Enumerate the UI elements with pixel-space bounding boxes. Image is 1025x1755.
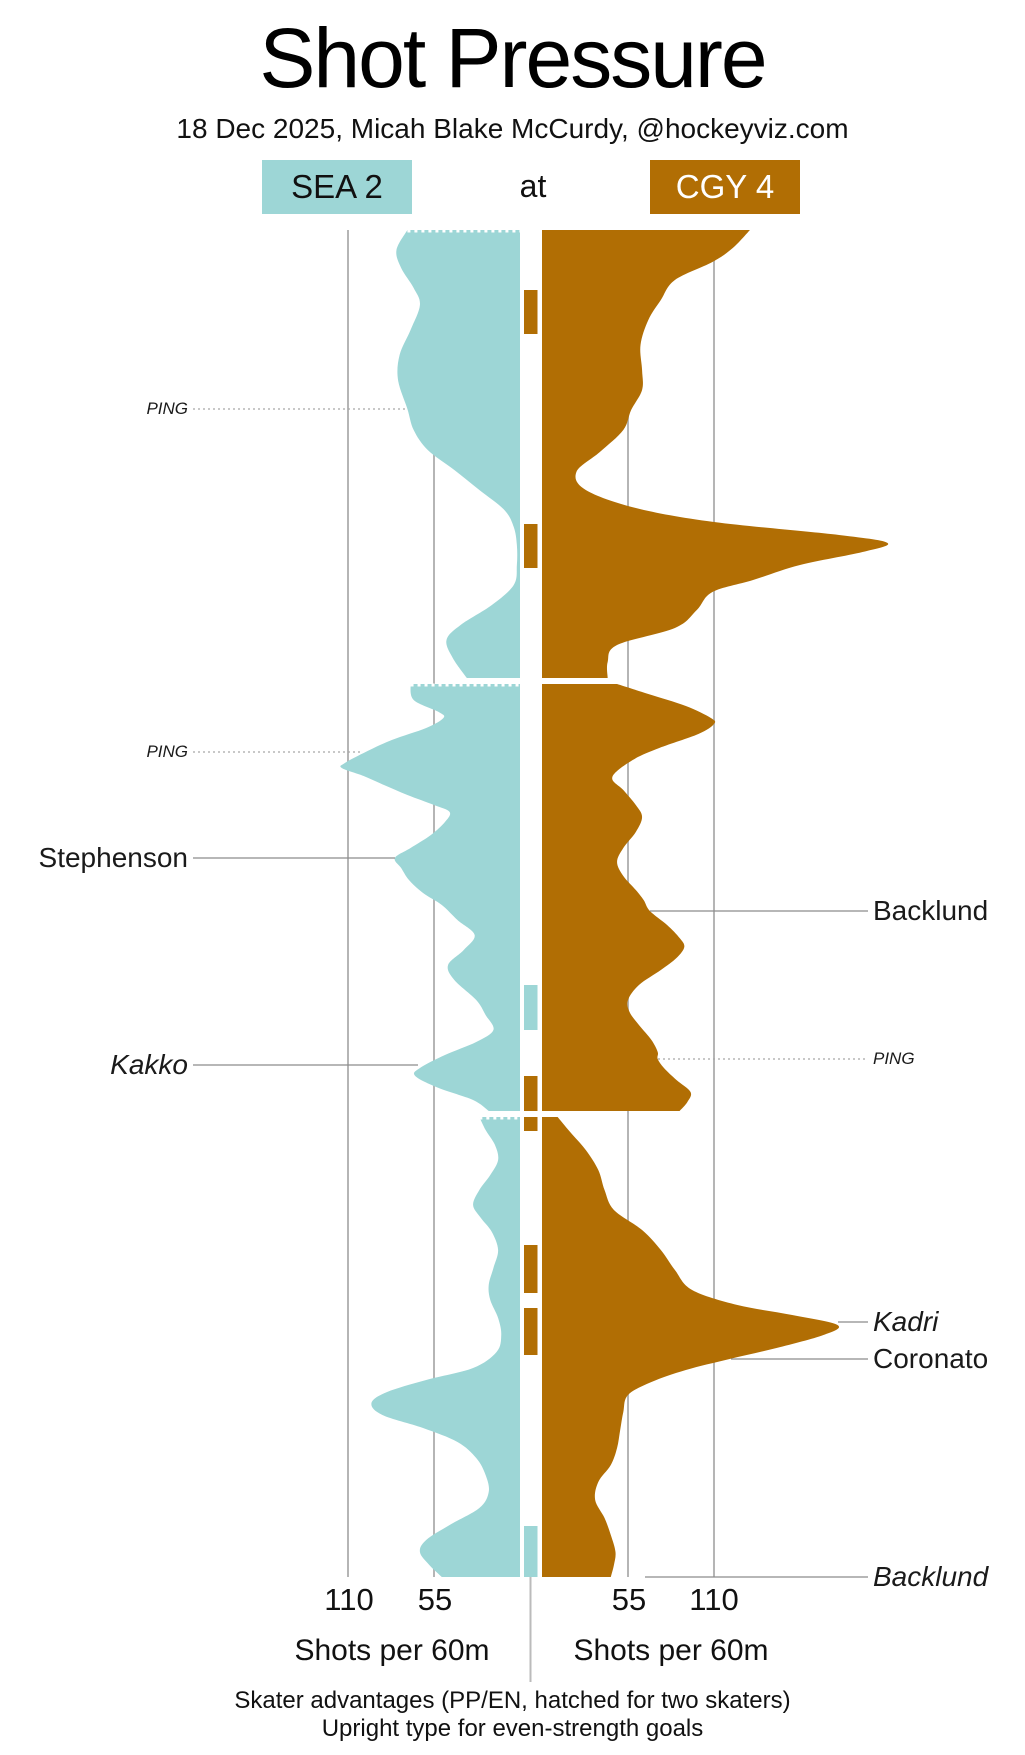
advantage-marker-sea xyxy=(524,1526,538,1577)
away-score-badge: SEA 2 xyxy=(262,160,412,214)
advantage-marker-cgy xyxy=(524,524,538,568)
annotation-label-ping: PING xyxy=(146,399,188,418)
at-label: at xyxy=(519,168,547,204)
axis-tick-right-110: 110 xyxy=(689,1582,739,1617)
sea-density xyxy=(371,1117,520,1577)
advantage-marker-sea xyxy=(524,985,538,1030)
axis-tick-right-55: 55 xyxy=(611,1582,647,1617)
advantage-marker-cgy xyxy=(524,1117,538,1131)
cgy-density xyxy=(542,1117,840,1577)
axis-tick-left-110: 110 xyxy=(324,1582,374,1617)
advantage-marker-cgy xyxy=(524,1308,538,1355)
annotation-label-kadri: Kadri xyxy=(873,1306,939,1337)
sea-density xyxy=(396,230,520,678)
chart-subtitle: 18 Dec 2025, Micah Blake McCurdy, @hocke… xyxy=(176,113,849,144)
sea-density xyxy=(340,684,520,1111)
cgy-density xyxy=(542,230,889,678)
axis-tick-left-55: 55 xyxy=(417,1582,453,1617)
axis-title-right: Shots per 60m xyxy=(573,1634,769,1667)
advantage-marker-cgy xyxy=(524,290,538,334)
annotation-label-ping: PING xyxy=(873,1049,915,1068)
advantage-marker-cgy xyxy=(524,1245,538,1293)
cgy-density xyxy=(542,684,716,1111)
annotation-label-ping: PING xyxy=(146,742,188,761)
annotation-label-backlund: Backlund xyxy=(873,895,989,926)
annotation-label-coronato: Coronato xyxy=(873,1343,989,1374)
annotation-label-kakko: Kakko xyxy=(110,1049,188,1080)
annotation-label-stephenson: Stephenson xyxy=(38,842,188,873)
axis-title-left: Shots per 60m xyxy=(294,1634,490,1667)
footer-note-advantages: Skater advantages (PP/EN, hatched for tw… xyxy=(234,1687,791,1714)
page-title: Shot Pressure xyxy=(259,11,767,105)
home-score-badge: CGY 4 xyxy=(650,160,800,214)
advantage-marker-cgy xyxy=(524,1076,538,1111)
annotation-label-backlund: Backlund xyxy=(873,1561,989,1592)
footer-note-goals: Upright type for even-strength goals xyxy=(321,1715,704,1742)
